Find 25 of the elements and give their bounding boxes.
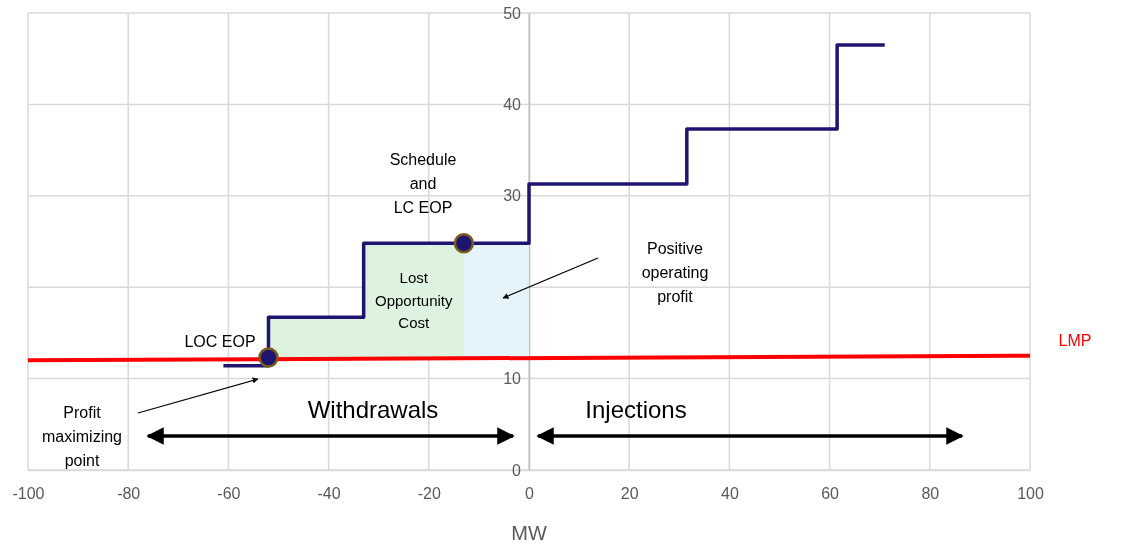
- y-tick-label: 40: [503, 96, 522, 114]
- y-tick-label: 10: [503, 370, 522, 388]
- x-tick-label: -80: [117, 485, 141, 503]
- x-tick-label: 80: [921, 485, 940, 503]
- series-label: LMP: [1058, 331, 1092, 349]
- annotation: Injections: [585, 396, 687, 424]
- x-tick-label: 60: [821, 485, 840, 503]
- x-tick-label: 100: [1017, 485, 1044, 503]
- x-tick-label: 40: [721, 485, 739, 503]
- annotation: Schedule and LC EOP: [389, 150, 457, 216]
- y-tick-label: 50: [503, 4, 522, 22]
- annotation: Profit maximizing point: [41, 403, 123, 469]
- y-tick-label: 0: [512, 461, 522, 479]
- x-tick-label: -20: [417, 485, 441, 503]
- annotation: Lost Opportunity Cost: [375, 269, 454, 332]
- annotation: LOC EOP: [184, 332, 256, 350]
- x-tick-label: 20: [620, 485, 639, 503]
- x-tick-label: -40: [317, 485, 341, 503]
- y-tick-label: 30: [503, 187, 522, 205]
- x-axis-title: MW: [511, 522, 547, 544]
- x-tick-label: -60: [217, 485, 241, 503]
- x-tick-label: -100: [12, 485, 45, 503]
- annotation: Positive operating profit: [641, 239, 709, 305]
- annotation: Withdrawals: [307, 396, 439, 424]
- x-tick-label: 0: [525, 485, 535, 503]
